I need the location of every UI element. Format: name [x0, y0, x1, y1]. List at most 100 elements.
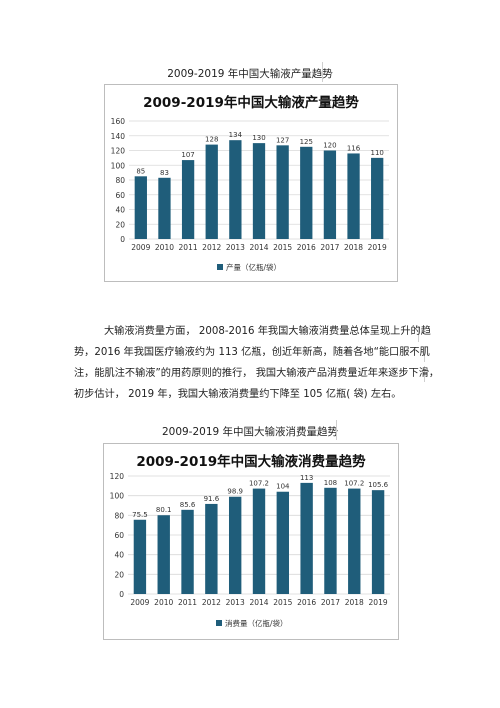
chart-caption-production: 2009-2019 年中国大输液产量趋势 — [167, 68, 333, 80]
data-label: 85.6 — [180, 501, 196, 509]
legend-swatch — [216, 620, 222, 626]
bar — [252, 488, 266, 594]
legend-label: 产量（亿瓶/袋） — [226, 262, 281, 272]
x-tick-label: 2014 — [249, 243, 268, 252]
data-label: 116 — [347, 144, 361, 152]
y-tick-label: 20 — [114, 570, 124, 579]
x-tick-label: 2013 — [226, 243, 245, 252]
data-label: 108 — [324, 479, 337, 487]
data-label: 98.9 — [227, 488, 243, 496]
x-tick-label: 2018 — [344, 243, 363, 252]
y-tick-label: 80 — [115, 176, 125, 185]
x-tick-label: 2017 — [321, 598, 340, 607]
x-tick-label: 2017 — [320, 243, 339, 252]
y-tick-label: 40 — [115, 206, 125, 215]
data-label: 91.6 — [204, 495, 220, 503]
bar — [158, 177, 171, 239]
y-tick-label: 100 — [111, 161, 126, 170]
data-label: 107 — [181, 151, 194, 159]
x-tick-label: 2019 — [369, 598, 388, 607]
data-label: 80.1 — [156, 506, 172, 514]
bar — [300, 146, 313, 239]
y-tick-label: 140 — [111, 132, 126, 141]
text-cursor-mark — [424, 346, 425, 362]
x-tick-label: 2016 — [297, 598, 316, 607]
y-tick-label: 120 — [111, 147, 126, 156]
bar — [276, 491, 290, 594]
x-tick-label: 2009 — [130, 598, 149, 607]
y-tick-label: 120 — [110, 472, 125, 481]
bar — [133, 519, 147, 594]
x-tick-label: 2015 — [273, 243, 292, 252]
x-tick-label: 2010 — [154, 598, 173, 607]
bar — [229, 140, 242, 239]
bar — [347, 153, 360, 239]
text-cursor-mark — [418, 326, 419, 342]
y-tick-label: 40 — [114, 551, 124, 560]
data-label: 113 — [300, 474, 313, 482]
data-label: 125 — [300, 138, 313, 146]
data-label: 120 — [323, 142, 336, 150]
y-tick-label: 0 — [119, 590, 124, 599]
data-label: 128 — [205, 136, 218, 144]
x-tick-label: 2011 — [179, 243, 198, 252]
bar — [181, 160, 195, 239]
x-tick-label: 2015 — [273, 598, 292, 607]
text-cursor-mark — [336, 420, 337, 440]
x-tick-label: 2009 — [131, 243, 150, 252]
bar — [276, 145, 289, 239]
x-tick-label: 2019 — [368, 243, 387, 252]
paragraph-line-4: 初步估计， 2019 年，我国大输液消费量约下降至 105 亿瓶( 袋) 左右。 — [74, 389, 402, 400]
text-cursor-mark — [322, 62, 323, 82]
x-tick-label: 2018 — [345, 598, 364, 607]
bar — [252, 143, 266, 239]
y-tick-label: 60 — [114, 531, 124, 540]
production-chart-frame: 2009-2019年中国大输液产量趋势 0 20 40 60 80 100 120 140 160… — [104, 84, 398, 282]
y-tick-label: 80 — [114, 511, 124, 520]
consumption-paragraph: 大输液消费量方面， 2008-2016 年我国大输液消费量总体呈现上升的趋 势，… — [74, 321, 440, 405]
data-label: 85 — [136, 167, 145, 175]
data-label: 104 — [276, 483, 290, 491]
legend-swatch — [217, 264, 223, 270]
bar — [205, 144, 218, 239]
bar — [348, 488, 361, 594]
text-cursor-mark — [424, 366, 425, 382]
data-label: 127 — [276, 136, 289, 144]
bar — [134, 176, 147, 239]
paragraph-line-2: 势，2016 年我国医疗输液约为 113 亿瓶，创近年新高，随着各地“能口服不肌 — [74, 347, 430, 358]
chart-title: 2009-2019年中国大输液产量趋势 — [143, 94, 359, 111]
bar — [181, 509, 194, 594]
consumption-chart: 2009-2019年中国大输液消费量趋势 0 20 40 60 80 100 120 75.5 2… — [110, 453, 390, 628]
consumption-chart-frame: 2009-2019年中国大输液消费量趋势 0 20 40 60 80 100 120 75.5 2… — [103, 443, 399, 640]
bar — [371, 490, 385, 594]
bar — [228, 496, 242, 594]
y-tick-label: 0 — [120, 235, 125, 244]
x-tick-label: 2010 — [155, 243, 174, 252]
data-label: 110 — [370, 149, 383, 157]
chart-title: 2009-2019年中国大输液消费量趋势 — [136, 453, 366, 470]
x-tick-label: 2011 — [178, 598, 197, 607]
data-label: 83 — [160, 169, 169, 177]
bar — [323, 150, 337, 239]
bar — [157, 515, 170, 594]
y-tick-label: 60 — [115, 191, 125, 200]
data-label: 107.2 — [249, 480, 269, 488]
bar — [300, 482, 313, 594]
x-tick-label: 2016 — [297, 243, 316, 252]
legend-label: 消费量（亿瓶/袋） — [225, 618, 288, 628]
data-label: 134 — [229, 131, 243, 139]
paragraph-line-1: 大输液消费量方面， 2008-2016 年我国大输液消费量总体呈现上升的趋 — [104, 326, 431, 337]
production-chart: 2009-2019年中国大输液产量趋势 0 20 40 60 80 100 120 140 160… — [111, 94, 389, 272]
data-label: 105.6 — [368, 481, 389, 489]
paragraph-line-3: 注，能肌注不输液”的用药原则的推行， 我国大输液产品消费量近年来逐步下滑， — [74, 368, 440, 379]
bar — [371, 157, 384, 239]
chart-caption-consumption: 2009-2019 年中国大输液消费量趋势 — [161, 426, 339, 438]
x-tick-label: 2012 — [202, 243, 221, 252]
y-tick-label: 100 — [110, 492, 125, 501]
x-tick-label: 2013 — [226, 598, 245, 607]
data-label: 130 — [252, 134, 265, 142]
x-tick-label: 2014 — [249, 598, 268, 607]
y-tick-label: 20 — [115, 220, 125, 229]
x-tick-label: 2012 — [202, 598, 221, 607]
data-label: 75.5 — [132, 511, 148, 519]
